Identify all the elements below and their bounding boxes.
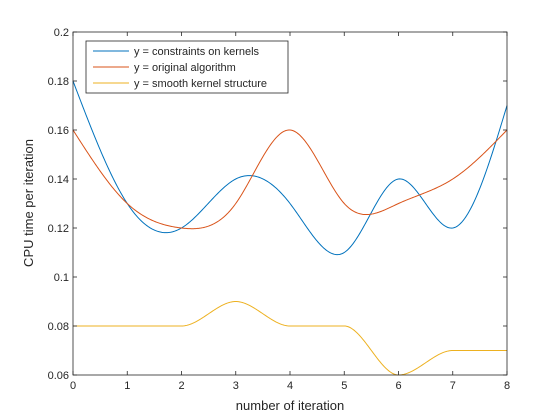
y-tick-label: 0.06 — [48, 370, 69, 382]
series-layer — [72, 80, 508, 376]
series-line-1 — [72, 80, 508, 256]
x-tick-label: 8 — [504, 380, 510, 392]
y-tick-label: 0.2 — [54, 27, 69, 39]
x-tick-label: 4 — [287, 380, 293, 392]
legend-label-2: y = original algorithm — [134, 62, 236, 74]
y-tick-label: 0.16 — [48, 125, 69, 137]
y-tick-label: 0.18 — [48, 76, 69, 88]
x-tick-label: 0 — [70, 380, 76, 392]
x-tick-label: 3 — [233, 380, 239, 392]
x-tick-label: 6 — [395, 380, 401, 392]
y-axis-label: CPU time per iteration — [21, 139, 36, 267]
ticks-layer: 0 1 2 3 4 5 6 7 8 0.06 0.08 0.1 0.12 0.14 0.16 0.18 0.2 — [48, 27, 510, 392]
x-tick-label: 1 — [124, 380, 130, 392]
y-tick-label: 0.08 — [48, 321, 69, 333]
y-tick-label: 0.14 — [48, 174, 69, 186]
legend-label-3: y = smooth kernel structure — [134, 78, 267, 90]
x-tick-label: 5 — [341, 380, 347, 392]
y-tick-label: 0.1 — [54, 272, 69, 284]
x-tick-label: 7 — [450, 380, 456, 392]
x-tick-label: 2 — [178, 380, 184, 392]
legend: y = constraints on kernels y = original a… — [85, 40, 289, 94]
series-line-3 — [73, 300, 507, 376]
legend-label-1: y = constraints on kernels — [134, 46, 260, 58]
y-tick-label: 0.12 — [48, 223, 69, 235]
series-line-2 — [72, 129, 508, 230]
x-axis-label: number of iteration — [236, 398, 344, 413]
